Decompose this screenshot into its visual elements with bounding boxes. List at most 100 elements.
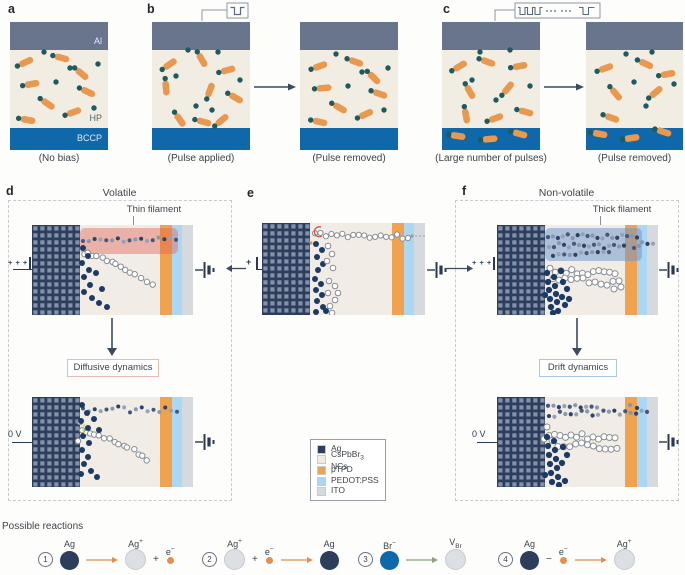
panel-a-label: a	[8, 2, 15, 16]
species-label: Ag+	[128, 538, 143, 549]
species-token: Br−	[380, 538, 399, 570]
species-token: Ag	[520, 538, 539, 570]
arrow-down-icon	[572, 318, 582, 356]
arrow-down-icon	[107, 318, 117, 356]
device-stack-a	[10, 22, 108, 150]
reaction-2: 2 Ag+ + e− Ag	[202, 534, 339, 570]
reaction-arrow-icon	[280, 556, 313, 570]
bias-terminal-bar	[493, 257, 495, 270]
species-label: Ag+	[616, 538, 632, 549]
legend-item-cspbbr3: CsPbBr3 NCs	[317, 449, 379, 471]
electron-dot	[265, 557, 273, 564]
bias-terminal-bar	[29, 257, 31, 270]
legend: Ag CsPbBr3 NCs pTPD PEDOT:PSS ITO	[310, 439, 386, 501]
species-circle	[613, 549, 635, 570]
device-stack-b-pulse-applied	[152, 22, 250, 150]
ground-symbol-icon	[427, 262, 447, 278]
arrow-right-icon	[254, 83, 296, 91]
device-stack-c-pulse-removed	[586, 22, 683, 150]
reaction-1: 1 Ag Ag+ + e−	[38, 534, 175, 570]
volatile-dashed-box	[8, 200, 232, 501]
bias-terminal-bar	[256, 257, 258, 270]
device-initial-state	[262, 223, 425, 315]
legend-item-ito: ITO	[317, 485, 379, 497]
reaction-4: 4 Ag − e− Ag+	[498, 534, 635, 570]
positive-bias-label-f: + + +	[472, 258, 492, 267]
reaction-arrow-icon	[86, 556, 118, 570]
legend-item-ag: Ag	[317, 443, 379, 455]
diffusive-dynamics-box: Diffusive dynamics	[67, 359, 159, 377]
legend-swatch	[317, 487, 326, 497]
caption-c-right: (Pulse removed)	[597, 153, 672, 164]
possible-reactions-title: Possible reactions	[2, 521, 84, 532]
species-token: Ag	[319, 538, 339, 570]
wire	[12, 441, 32, 443]
reaction-3: 3 Br− VBr	[358, 534, 466, 570]
electron-dot	[166, 557, 174, 564]
thick-filament-label: Thick filament	[592, 204, 652, 215]
single-pulse-waveform-icon	[201, 2, 249, 21]
species-circle	[380, 551, 399, 570]
caption-c-left: (Large number of pulses)	[435, 153, 547, 164]
legend-swatch	[317, 465, 326, 475]
ground-symbol-icon	[195, 434, 215, 450]
panel-d-label: d	[6, 184, 14, 198]
legend-item-ptpd: pTPD	[317, 464, 379, 476]
species-token: Ag	[60, 538, 79, 570]
caption-b-right: (Pulse removed)	[312, 153, 386, 164]
electron-token: e−	[265, 544, 274, 570]
operator: +	[252, 554, 258, 565]
reaction-number-badge: 3	[358, 552, 373, 567]
device-stack-c-many-pulses	[442, 22, 540, 150]
legend-item-pedot: PEDOT:PSS	[317, 475, 379, 487]
reaction-arrow-icon	[574, 556, 607, 570]
drift-dynamics-box: Drift dynamics	[539, 359, 617, 377]
zero-volt-label-f: 0 V	[472, 429, 486, 439]
electron-token: e−	[166, 544, 175, 570]
species-circle	[520, 551, 539, 570]
device-volatile-relaxed	[32, 397, 193, 487]
device-nonvolatile-retained	[497, 397, 658, 487]
species-circle	[445, 549, 466, 570]
species-token: VBr	[445, 536, 466, 570]
wire	[258, 268, 262, 270]
caption-b-left: (Pulse applied)	[167, 153, 235, 164]
species-label: VBr	[449, 537, 462, 550]
hp-layer-label: HP	[89, 113, 102, 123]
panel-c-label: c	[443, 2, 450, 16]
thin-filament-label: Thin filament	[126, 204, 182, 215]
reaction-number-badge: 2	[202, 552, 217, 567]
device-stack-b-pulse-removed	[300, 22, 398, 150]
panel-e-label: e	[247, 186, 254, 200]
pulse-train-waveform-icon	[494, 2, 601, 21]
species-label: Ag	[63, 539, 75, 549]
arrow-right-icon	[544, 83, 584, 91]
species-label: Ag	[323, 539, 335, 549]
bccp-layer-label: BCCP	[76, 133, 102, 143]
thick-filament-leader	[600, 216, 601, 229]
species-label: Ag+	[227, 538, 242, 549]
wire	[13, 268, 32, 270]
species-circle	[60, 551, 79, 570]
nonvolatile-title: Non-volatile	[538, 187, 595, 199]
nonvolatile-dashed-box	[455, 200, 679, 501]
operator: +	[153, 554, 159, 565]
thin-filament-leader	[133, 216, 134, 227]
species-circle	[224, 549, 245, 570]
arrow-right-icon	[445, 265, 473, 272]
reaction-number-badge: 1	[38, 552, 53, 567]
reaction-number-badge: 4	[498, 552, 513, 567]
species-circle	[125, 549, 146, 570]
species-token: Ag+	[613, 536, 635, 570]
arrow-left-icon	[226, 265, 246, 272]
species-token: Ag+	[224, 536, 245, 570]
species-label: e−	[165, 546, 175, 557]
reaction-arrow-icon	[406, 556, 438, 570]
species-circle	[319, 551, 339, 570]
volatile-title: Volatile	[102, 187, 137, 199]
species-label: Br−	[383, 540, 396, 551]
species-token: Ag+	[125, 536, 146, 570]
zero-volt-label-d: 0 V	[8, 429, 22, 439]
legend-swatch	[317, 455, 326, 465]
positive-bias-label-e: +	[246, 257, 252, 267]
